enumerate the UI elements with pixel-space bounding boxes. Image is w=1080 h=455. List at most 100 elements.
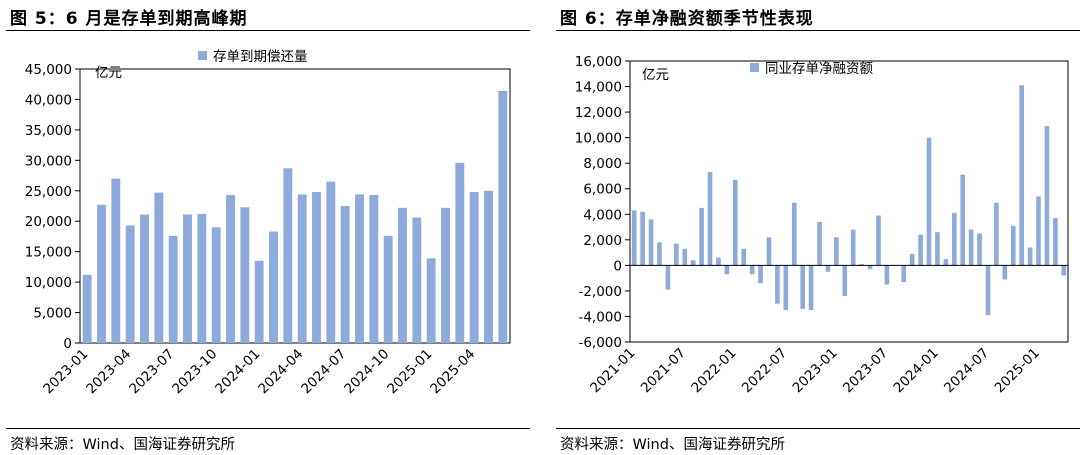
- right-bar: [1002, 265, 1008, 280]
- right-xtick-label: 2025-01: [992, 345, 1043, 396]
- right-title-rule: [556, 30, 1080, 31]
- right-bar: [842, 265, 848, 297]
- right-bar: [741, 248, 747, 266]
- right-bar: [716, 257, 721, 266]
- right-xtick-label: 2023-01: [789, 345, 840, 396]
- right-ytick-label: -4,000: [578, 309, 622, 325]
- left-bar: [254, 260, 264, 343]
- left-bar: [283, 168, 293, 343]
- right-bar-chart: -6,000 -4,000 -2,000 0 2,000 4,000 6,000 8,000 1…: [575, 54, 1069, 396]
- right-bar: [901, 265, 907, 282]
- left-figure-title: 图 5：6 月是存单到期高峰期: [10, 9, 248, 29]
- left-bar: [326, 181, 336, 343]
- left-bar: [240, 207, 250, 343]
- right-bar: [783, 265, 789, 311]
- right-bar: [968, 229, 974, 266]
- left-bar: [441, 207, 450, 343]
- left-bar: [269, 231, 278, 343]
- right-ytick-label: 6,000: [583, 182, 622, 198]
- right-bar: [1036, 196, 1041, 266]
- left-ytick-label: 5,000: [33, 306, 72, 322]
- left-bar: [125, 225, 135, 343]
- left-unit-label: 亿元: [95, 65, 122, 81]
- left-bar: [369, 195, 379, 343]
- right-bar: [682, 248, 688, 266]
- left-xtick-label: 2023-01: [40, 346, 91, 397]
- right-xtick-label: 2023-07: [840, 345, 891, 396]
- left-panel: 图 5：6 月是存单到期高峰期 0 5,000 10,000 15,000 20,000…: [0, 0, 530, 455]
- right-bar: [1044, 126, 1050, 266]
- left-ytick-label: 20,000: [25, 214, 72, 230]
- left-bar: [484, 190, 493, 343]
- right-bar: [859, 264, 864, 266]
- right-xtick-label: 2022-01: [688, 345, 739, 396]
- right-bar: [1019, 85, 1024, 266]
- left-bar: [412, 217, 422, 343]
- right-bar: [808, 265, 814, 311]
- left-xtick-label: 2024-07: [298, 346, 349, 397]
- right-ytick-label: 8,000: [583, 156, 622, 172]
- left-bar: [82, 274, 92, 343]
- right-bar: [951, 212, 957, 266]
- left-xtick-label: 2023-07: [126, 346, 177, 397]
- right-bar: [935, 232, 940, 266]
- left-bar: [426, 258, 436, 343]
- right-bar: [985, 265, 991, 316]
- right-panel: 图 6：存单净融资额季节性表现 -6,000 -4,000 -2,000 0 2,000…: [550, 0, 1080, 455]
- left-ytick-label: 15,000: [25, 245, 72, 261]
- left-ytick-label: 45,000: [25, 62, 72, 78]
- left-bar: [469, 191, 479, 343]
- right-bar: [850, 229, 856, 266]
- left-xtick-label: 2025-01: [384, 346, 435, 397]
- left-bar: [398, 207, 407, 343]
- left-plot-frame: [79, 68, 511, 344]
- right-ytick-label: -6,000: [578, 335, 622, 351]
- right-bar: [758, 265, 763, 284]
- left-bar: [226, 195, 235, 343]
- left-legend-label: 存单到期偿还量: [213, 49, 308, 65]
- right-figure-title: 图 6：存单净融资额季节性表现: [560, 9, 814, 29]
- left-xtick-label: 2024-04: [255, 346, 306, 397]
- right-xtick-label: 2021-01: [587, 345, 638, 396]
- left-ytick-label: 35,000: [25, 123, 72, 139]
- right-source-note: 资料来源：Wind、国海证券研究所: [560, 437, 785, 453]
- right-bar: [699, 207, 704, 266]
- left-source-rule: [6, 428, 530, 429]
- right-legend-swatch: [750, 63, 759, 72]
- right-bar: [977, 233, 982, 266]
- right-ytick-label: 10,000: [575, 131, 622, 147]
- right-unit-label: 亿元: [642, 67, 669, 83]
- right-ytick-label: 16,000: [575, 54, 622, 70]
- right-bar: [707, 172, 713, 266]
- left-legend-swatch: [198, 51, 207, 60]
- right-bar: [825, 265, 831, 272]
- right-bar: [665, 265, 671, 290]
- right-bar: [1027, 247, 1033, 266]
- right-legend-label: 同业存单净融资额: [765, 61, 873, 77]
- right-plot-frame: [629, 60, 1069, 343]
- left-bar: [383, 235, 393, 343]
- right-bar: [800, 265, 805, 309]
- right-ytick-label: 0: [613, 258, 622, 274]
- right-xtick-label: 2022-07: [739, 345, 790, 396]
- left-bar: [355, 194, 364, 343]
- right-source-rule: [556, 428, 1080, 429]
- right-bar: [657, 242, 662, 266]
- right-bar: [690, 260, 696, 266]
- left-bar: [140, 214, 149, 343]
- left-bar: [312, 191, 321, 343]
- left-bar: [340, 206, 350, 343]
- right-xtick-label: 2024-01: [891, 345, 942, 396]
- right-ytick-label: 4,000: [583, 207, 622, 223]
- left-bar: [183, 214, 192, 343]
- right-ytick-label: -2,000: [578, 284, 622, 300]
- left-ytick-label: 0: [63, 336, 72, 352]
- left-xtick-label: 2023-10: [169, 346, 220, 397]
- right-bar: [867, 265, 873, 270]
- left-bar: [154, 192, 164, 343]
- right-bar: [640, 211, 645, 266]
- right-ytick-label: 14,000: [575, 80, 622, 96]
- left-bar: [455, 162, 465, 343]
- right-xtick-label: 2021-07: [638, 345, 689, 396]
- left-ytick-label: 30,000: [25, 153, 72, 169]
